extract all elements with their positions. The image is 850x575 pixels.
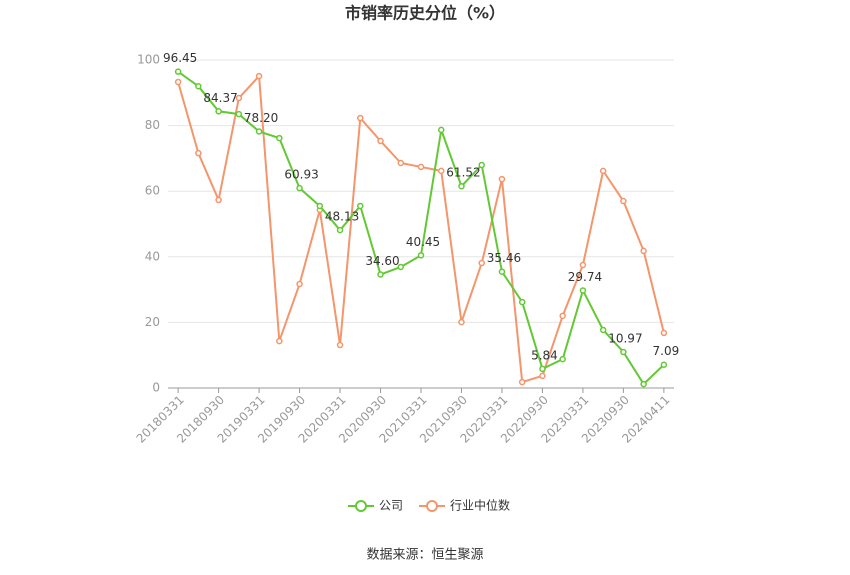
point bbox=[195, 82, 202, 90]
point bbox=[599, 167, 607, 175]
data-label: 35.46 bbox=[487, 251, 521, 265]
data-label: 60.93 bbox=[284, 168, 318, 182]
point bbox=[539, 372, 546, 380]
point bbox=[458, 182, 465, 190]
point bbox=[437, 126, 445, 134]
data-label: 5.84 bbox=[531, 348, 558, 362]
point bbox=[417, 163, 425, 171]
point bbox=[437, 167, 445, 175]
point bbox=[579, 261, 587, 269]
y-tick-label: 40 bbox=[145, 249, 160, 263]
point bbox=[357, 114, 364, 122]
point bbox=[458, 318, 465, 326]
point bbox=[417, 252, 425, 259]
data-label: 78.20 bbox=[244, 111, 278, 125]
data-label: 34.60 bbox=[365, 254, 399, 268]
legend-marker bbox=[355, 500, 367, 512]
legend-label: 公司 bbox=[379, 499, 403, 513]
point bbox=[478, 259, 485, 267]
point bbox=[397, 263, 405, 271]
data-label: 10.97 bbox=[608, 332, 642, 346]
point bbox=[579, 287, 587, 294]
point bbox=[296, 184, 303, 192]
point bbox=[640, 380, 647, 388]
point bbox=[377, 271, 384, 278]
point bbox=[357, 202, 364, 210]
point bbox=[195, 149, 202, 157]
point bbox=[498, 175, 506, 183]
point bbox=[660, 361, 668, 368]
point bbox=[620, 197, 627, 205]
y-tick-label: 60 bbox=[145, 184, 160, 198]
data-label: 29.74 bbox=[568, 270, 602, 284]
point bbox=[377, 137, 384, 145]
data-label: 96.45 bbox=[163, 51, 197, 65]
point bbox=[518, 298, 526, 306]
point bbox=[255, 72, 263, 80]
point bbox=[518, 378, 526, 386]
point bbox=[478, 161, 485, 169]
point bbox=[336, 341, 344, 349]
point bbox=[640, 247, 647, 255]
y-tick-label: 20 bbox=[145, 315, 160, 329]
point bbox=[620, 348, 627, 356]
point bbox=[276, 134, 283, 142]
point bbox=[296, 280, 303, 288]
point bbox=[316, 202, 324, 210]
data-label: 7.09 bbox=[653, 344, 680, 358]
point bbox=[174, 78, 182, 86]
point bbox=[397, 159, 405, 167]
point bbox=[215, 196, 222, 204]
source: 数据来源：恒生聚源 bbox=[366, 548, 483, 563]
data-label: 84.37 bbox=[203, 91, 237, 105]
point bbox=[539, 365, 546, 373]
y-tick-label: 100 bbox=[137, 53, 160, 67]
point bbox=[559, 312, 566, 320]
point bbox=[660, 329, 668, 337]
y-tick-label: 0 bbox=[152, 381, 160, 395]
point bbox=[599, 326, 607, 334]
point bbox=[215, 108, 222, 115]
point bbox=[174, 68, 182, 75]
point bbox=[255, 128, 263, 135]
legend-marker bbox=[426, 500, 439, 512]
point bbox=[498, 268, 506, 275]
data-label: 61.52 bbox=[446, 166, 480, 180]
legend-label: 行业中位数 bbox=[450, 498, 510, 513]
data-label: 40.45 bbox=[406, 235, 440, 249]
point bbox=[336, 226, 344, 234]
point bbox=[235, 94, 243, 102]
chart-title: 市销率历史分位（%） bbox=[345, 4, 505, 23]
point bbox=[276, 337, 283, 345]
data-label: 48.13 bbox=[325, 210, 359, 224]
point bbox=[235, 110, 243, 118]
point bbox=[559, 355, 566, 363]
y-tick-label: 80 bbox=[145, 118, 160, 132]
